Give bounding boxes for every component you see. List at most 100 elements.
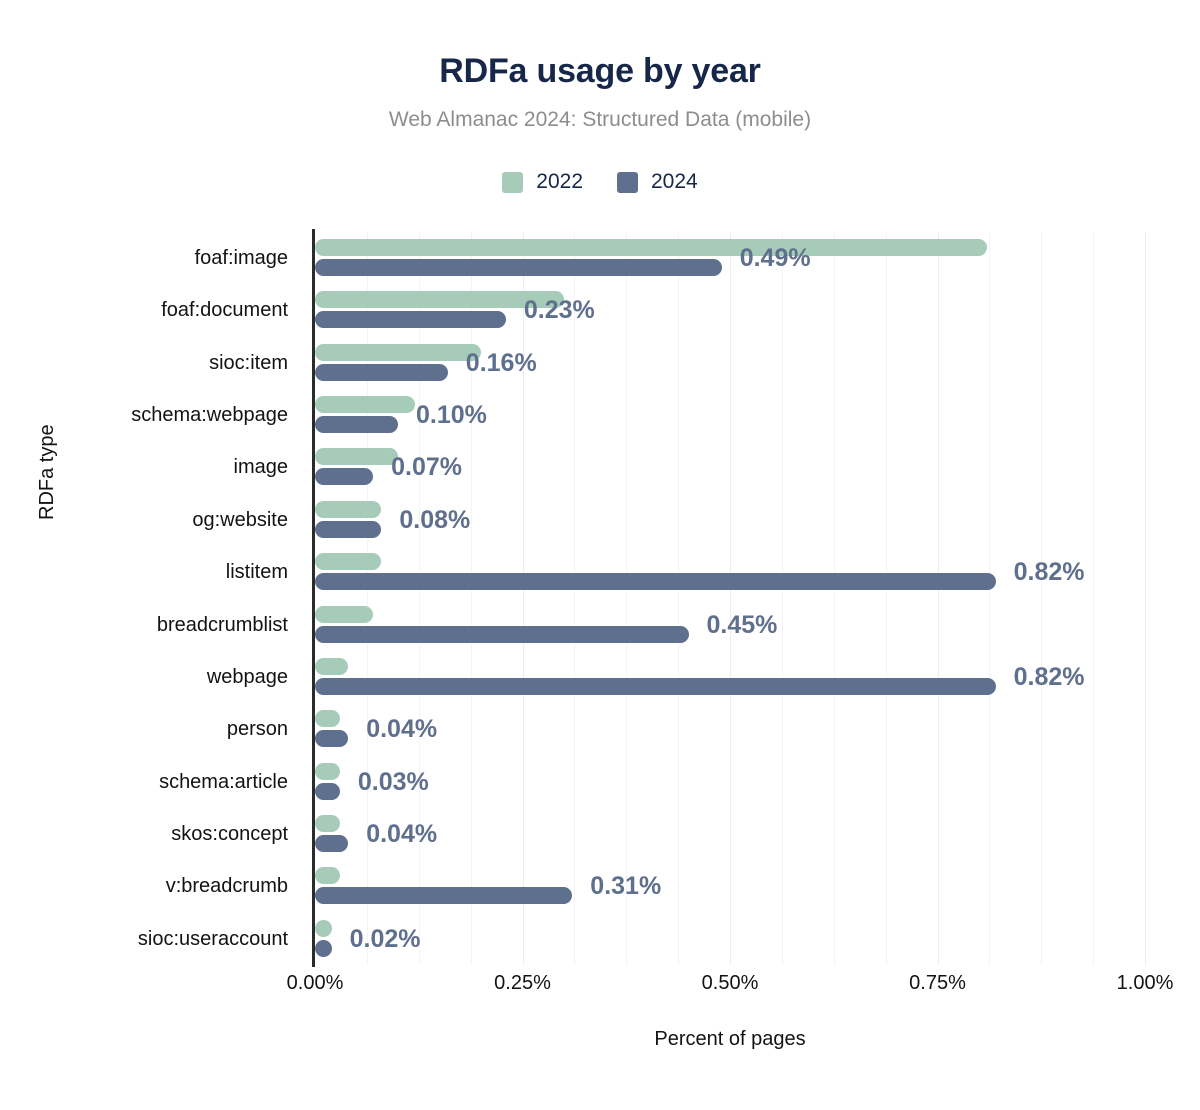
bar-row: 0.02% [315, 913, 1145, 965]
y-axis-line [312, 229, 315, 967]
bar-2022-v:breadcrumb[interactable] [315, 867, 340, 885]
bar-2024-skos:concept[interactable] [315, 834, 349, 852]
bar-value-label: 0.02% [349, 924, 421, 953]
bar-value-label: 0.45% [706, 610, 778, 639]
gridline [833, 232, 835, 965]
bar-2022-foaf:document[interactable] [315, 291, 564, 309]
bar-2024-schema:webpage[interactable] [315, 416, 398, 434]
gridline [470, 232, 472, 965]
legend-item-label: 2022 [536, 170, 583, 193]
bar-value-label: 0.16% [465, 348, 537, 377]
x-axis-tick-label: 0.75% [909, 972, 966, 994]
gridline [1041, 232, 1043, 965]
y-axis-label-listitem: listitem [225, 561, 288, 584]
y-axis-title: RDFa type [36, 424, 58, 520]
bar-2022-schema:webpage[interactable] [315, 396, 415, 414]
y-axis-label-sioc:useraccount: sioc:useraccount [137, 927, 288, 950]
chart-legend: 2022 2024 [0, 170, 1200, 194]
gridline [885, 232, 887, 965]
x-axis-ticks: 0.00% 0.25% 0.50% 0.75% 1.00% [287, 972, 1174, 1002]
bar-value-label: 0.04% [366, 819, 438, 848]
y-axis-label-person: person [226, 718, 288, 741]
bar-2024-foaf:document[interactable] [315, 311, 506, 329]
bar-2022-breadcrumblist[interactable] [315, 605, 374, 623]
bar-value-label: 0.31% [590, 872, 662, 901]
gridline [730, 232, 731, 965]
bar-2024-foaf:image[interactable] [315, 259, 722, 276]
bar-value-label: 0.82% [1013, 662, 1085, 691]
page-title: RDFa usage by year [439, 52, 761, 90]
bar-row: 0.04% [315, 703, 1145, 755]
gridline [366, 232, 368, 965]
bar-2022-schema:article[interactable] [315, 762, 340, 780]
bar-row: 0.82% [315, 651, 1145, 703]
bar-row: 0.08% [315, 494, 1145, 546]
legend-swatch-icon [502, 171, 524, 193]
gridline [574, 232, 576, 965]
bar-2024-sioc:item[interactable] [315, 363, 448, 381]
bar-value-label: 0.23% [523, 296, 595, 325]
bar-value-label: 0.10% [416, 401, 487, 430]
plot-area: 0.49% 0.23% 0.16% 0.10% 0.07% 0.08% 0.82% 0.45%… [312, 229, 1146, 967]
bar-2022-foaf:image[interactable] [315, 239, 988, 256]
gridline [1145, 232, 1146, 965]
bar-row: 0.49% [315, 232, 1145, 284]
y-axis-label-schema:webpage: schema:webpage [131, 404, 288, 427]
x-axis-tick-label: 1.00% [1116, 972, 1174, 994]
y-axis-label-breadcrumblist: breadcrumblist [156, 613, 288, 636]
bar-2024-breadcrumblist[interactable] [315, 625, 689, 643]
y-axis-label-og:website: og:website [192, 508, 288, 531]
bar-2022-skos:concept[interactable] [315, 814, 340, 832]
bar-2022-sioc:useraccount[interactable] [315, 919, 332, 937]
bar-row: 0.45% [315, 599, 1145, 651]
y-axis-label-webpage: webpage [206, 665, 288, 688]
y-axis-label-foaf:image: foaf:image [194, 247, 288, 269]
bar-2022-sioc:item[interactable] [315, 343, 481, 361]
x-axis-title: Percent of pages [654, 1028, 806, 1050]
bar-2022-image[interactable] [315, 448, 398, 466]
bar-row: 0.04% [315, 808, 1145, 860]
bar-2024-person[interactable] [315, 730, 349, 748]
x-axis-tick-label: 0.25% [494, 972, 551, 994]
y-axis-label-foaf:document: foaf:document [161, 299, 288, 322]
bar-row: 0.31% [315, 860, 1145, 912]
bar-value-label: 0.49% [739, 244, 811, 272]
bar-value-label: 0.08% [399, 505, 471, 534]
bar-row: 0.16% [315, 337, 1145, 389]
y-axis-label-schema:article: schema:article [159, 770, 288, 793]
bar-2024-image[interactable] [315, 468, 374, 486]
bar-2022-webpage[interactable] [315, 657, 349, 675]
bar-2024-v:breadcrumb[interactable] [315, 887, 573, 905]
gridline [418, 232, 420, 965]
legend-item-2024[interactable]: 2024 [617, 170, 698, 194]
gridline [989, 232, 991, 965]
bar-2024-listitem[interactable] [315, 573, 996, 591]
x-axis-tick-label: 0.50% [701, 972, 759, 994]
bar-2022-og:website[interactable] [315, 500, 382, 518]
gridline [1093, 232, 1095, 965]
bar-value-label: 0.03% [357, 767, 429, 796]
x-axis-tick-label: 0.00% [286, 972, 344, 994]
bar-value-label: 0.07% [391, 453, 462, 482]
y-axis-category-labels: foaf:image foaf:document sioc:item schema:w… [0, 232, 300, 965]
y-axis-label-sioc:item: sioc:item [209, 351, 288, 374]
bar-2024-schema:article[interactable] [315, 782, 340, 800]
bar-value-label: 0.04% [366, 715, 438, 744]
bar-row: 0.03% [315, 756, 1145, 808]
bar-2024-sioc:useraccount[interactable] [315, 939, 332, 957]
bar-2022-person[interactable] [315, 710, 340, 728]
bar-2022-listitem[interactable] [315, 553, 382, 571]
legend-item-2022[interactable]: 2022 [502, 170, 583, 194]
chart-subtitle: Web Almanac 2024: Structured Data (mobil… [388, 108, 812, 131]
bar-row: 0.23% [315, 284, 1145, 336]
legend-swatch-icon [617, 171, 638, 193]
gridline [937, 232, 939, 965]
gridline [678, 232, 680, 965]
y-axis-label-image: image [233, 456, 288, 479]
y-axis-label-v:breadcrumb: v:breadcrumb [165, 875, 288, 898]
bar-row: 0.82% [315, 546, 1145, 598]
bar-2024-webpage[interactable] [315, 677, 996, 695]
gridline [781, 232, 783, 965]
bar-2024-og:website[interactable] [315, 520, 382, 538]
